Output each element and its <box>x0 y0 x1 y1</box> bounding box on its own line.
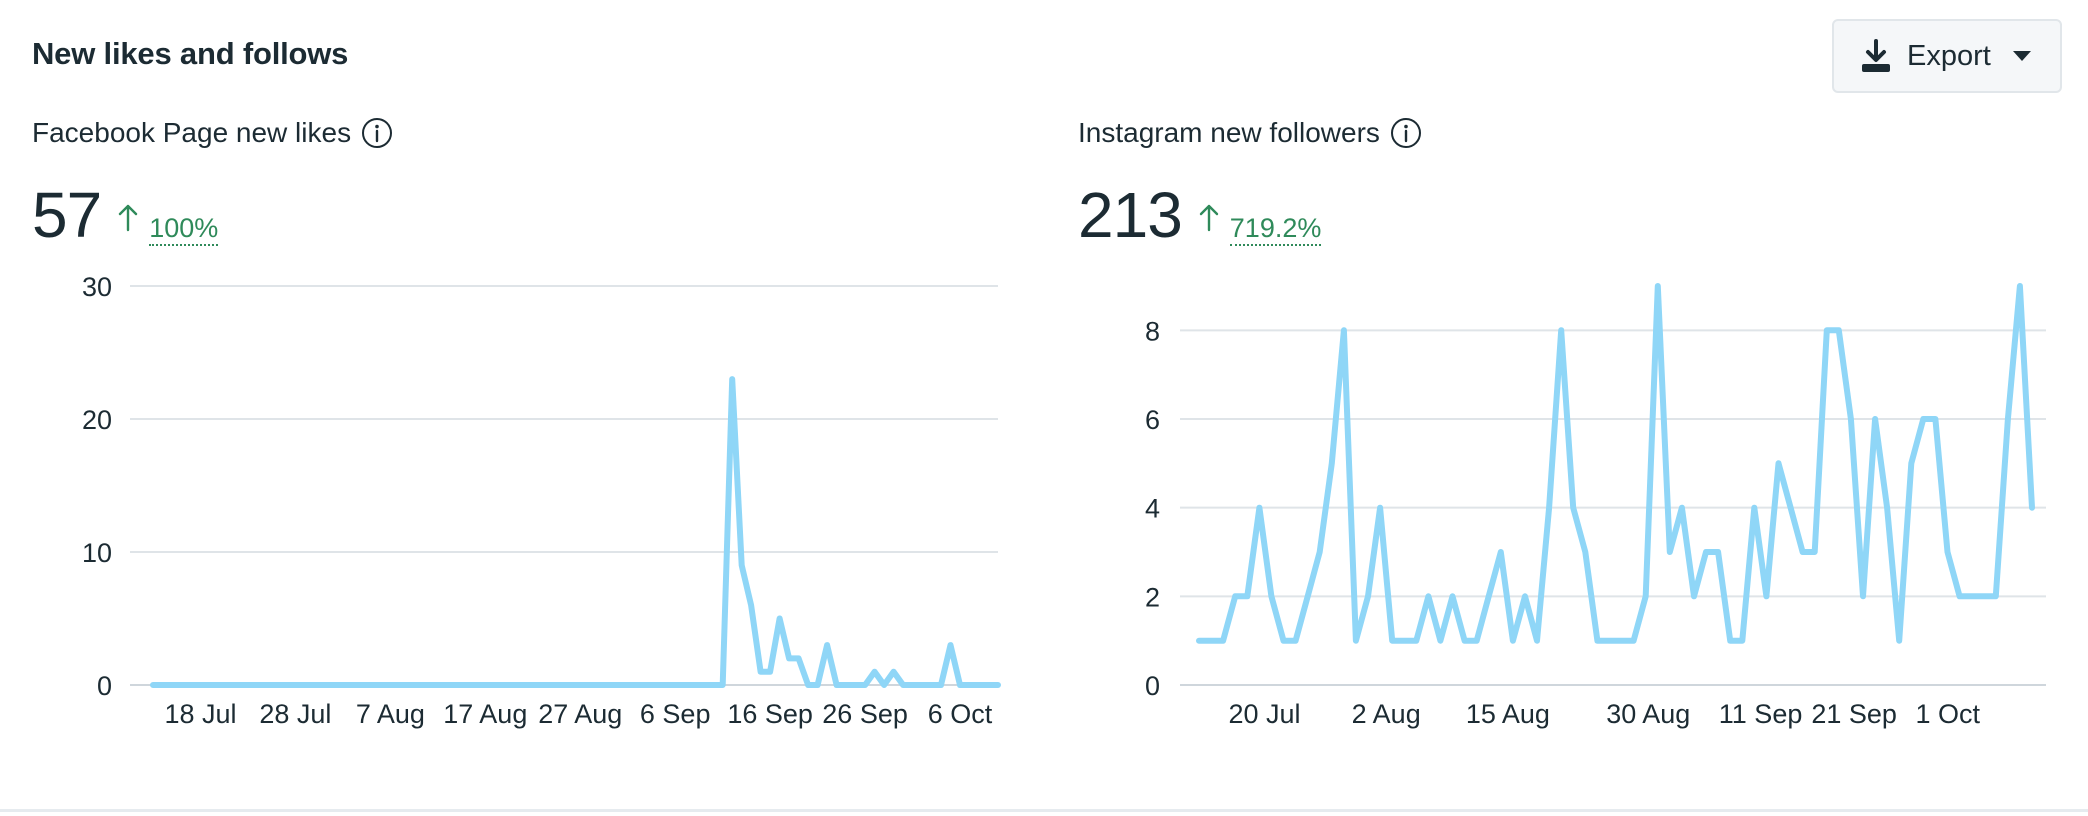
x-tick-label: 20 Jul <box>1228 699 1300 729</box>
y-tick-label: 10 <box>82 538 112 568</box>
x-tick-label: 18 Jul <box>164 699 236 729</box>
y-tick-label: 6 <box>1145 405 1160 435</box>
x-tick-label: 30 Aug <box>1606 699 1690 729</box>
info-icon[interactable] <box>1390 117 1422 149</box>
x-tick-label: 6 Oct <box>928 699 993 729</box>
x-tick-label: 2 Aug <box>1352 699 1421 729</box>
x-tick-label: 26 Sep <box>822 699 908 729</box>
facebook-likes-title: Facebook Page new likes <box>32 117 393 149</box>
chart-1: 0 10 20 30 18 Jul 28 Jul 7 Aug 17 Aug 27 Aug 6 Se… <box>82 272 1001 729</box>
series-line <box>150 376 1001 688</box>
series-line <box>1196 283 2035 644</box>
facebook-likes-change[interactable]: 100% <box>149 213 219 246</box>
x-tick-label: 6 Sep <box>640 699 711 729</box>
info-icon[interactable] <box>361 117 393 149</box>
facebook-likes-label: Facebook Page new likes <box>32 117 352 148</box>
y-tick-label: 0 <box>1145 671 1160 701</box>
x-tick-label: 1 Oct <box>1915 699 1980 729</box>
chart-2: 0 2 4 6 8 20 Jul 2 Aug 15 Aug 30 Aug 11 Sep 21 Sep… <box>1145 283 2046 729</box>
facebook-likes-metric: 57 100% <box>32 178 219 252</box>
x-tick-label: 15 Aug <box>1466 699 1550 729</box>
y-tick-label: 2 <box>1145 582 1160 612</box>
instagram-followers-change[interactable]: 719.2% <box>1229 213 1322 246</box>
y-tick-label: 30 <box>82 272 112 302</box>
x-tick-label: 27 Aug <box>538 699 622 729</box>
arrow-up-icon <box>1199 204 1218 232</box>
y-tick-label: 4 <box>1145 494 1160 524</box>
y-tick-label: 0 <box>97 671 112 701</box>
x-tick-label: 11 Sep <box>1719 699 1803 729</box>
x-tick-label: 21 Sep <box>1811 699 1897 729</box>
instagram-followers-label: Instagram new followers <box>1078 117 1380 148</box>
export-button[interactable]: Export <box>1832 19 2062 93</box>
instagram-followers-title: Instagram new followers <box>1078 117 1422 149</box>
facebook-likes-value: 57 <box>32 179 102 251</box>
card-title: New likes and follows <box>32 36 349 71</box>
x-tick-label: 7 Aug <box>356 699 425 729</box>
x-tick-label: 28 Jul <box>259 699 331 729</box>
instagram-followers-metric: 213 719.2% <box>1078 178 1322 252</box>
x-tick-label: 16 Sep <box>727 699 813 729</box>
y-tick-label: 20 <box>82 405 112 435</box>
caret-down-icon <box>2012 51 2031 61</box>
export-label: Export <box>1907 39 1991 72</box>
arrow-up-icon <box>118 204 138 232</box>
download-icon <box>1862 39 1890 72</box>
instagram-followers-value: 213 <box>1078 179 1183 251</box>
x-tick-label: 17 Aug <box>443 699 527 729</box>
y-tick-label: 8 <box>1145 316 1160 346</box>
